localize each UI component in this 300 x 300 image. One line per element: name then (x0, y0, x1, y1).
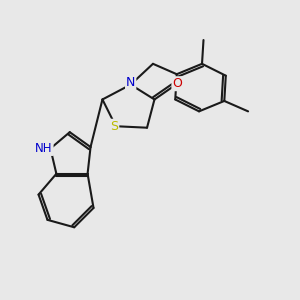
Text: NH: NH (35, 142, 52, 155)
Text: N: N (126, 76, 135, 89)
Text: O: O (172, 77, 182, 90)
Text: S: S (110, 120, 118, 133)
